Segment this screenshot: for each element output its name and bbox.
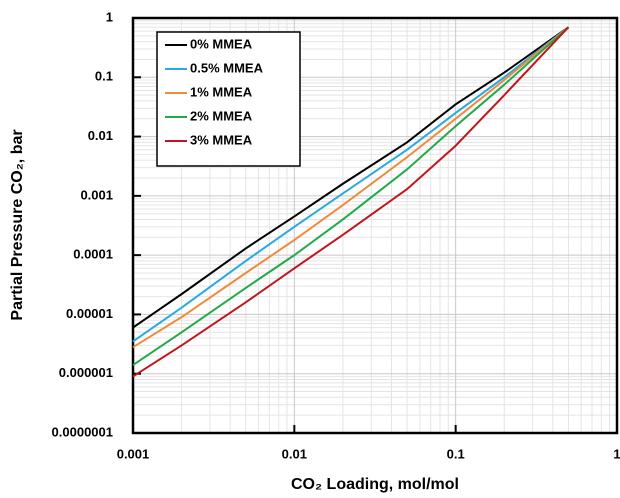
legend-box <box>156 31 301 167</box>
y-tick-label: 0.01 <box>88 128 113 143</box>
y-tick-label: 0.00001 <box>66 306 113 321</box>
x-tick-label: 0.1 <box>447 446 465 461</box>
series-line <box>132 26 570 366</box>
legend-label: 1% MMEA <box>190 84 253 99</box>
legend-label: 2% MMEA <box>190 108 253 123</box>
x-tick-label: 1 <box>613 446 620 461</box>
y-axis-title: Partial Pressure CO₂, bar <box>9 129 26 320</box>
x-tick-label: 0.01 <box>282 446 307 461</box>
y-tick-label: 0.1 <box>95 69 113 84</box>
y-tick-label: 0.001 <box>80 187 113 202</box>
x-axis-title: CO₂ Loading, mol/mol <box>291 476 459 493</box>
plot-frame <box>131 16 619 435</box>
legend-label: 0% MMEA <box>190 36 253 51</box>
y-tick-label: 0.000001 <box>59 365 113 380</box>
series-line <box>132 26 570 329</box>
legend-label: 0.5% MMEA <box>190 60 264 75</box>
legend-label: 3% MMEA <box>190 132 253 147</box>
series-line <box>132 26 570 343</box>
y-tick-label: 0.0000001 <box>52 424 113 439</box>
series-line <box>132 26 570 349</box>
series-line <box>132 26 570 378</box>
y-tick-label: 1 <box>106 9 113 24</box>
y-tick-label: 0.0001 <box>73 247 113 262</box>
x-tick-label: 0.001 <box>117 446 150 461</box>
